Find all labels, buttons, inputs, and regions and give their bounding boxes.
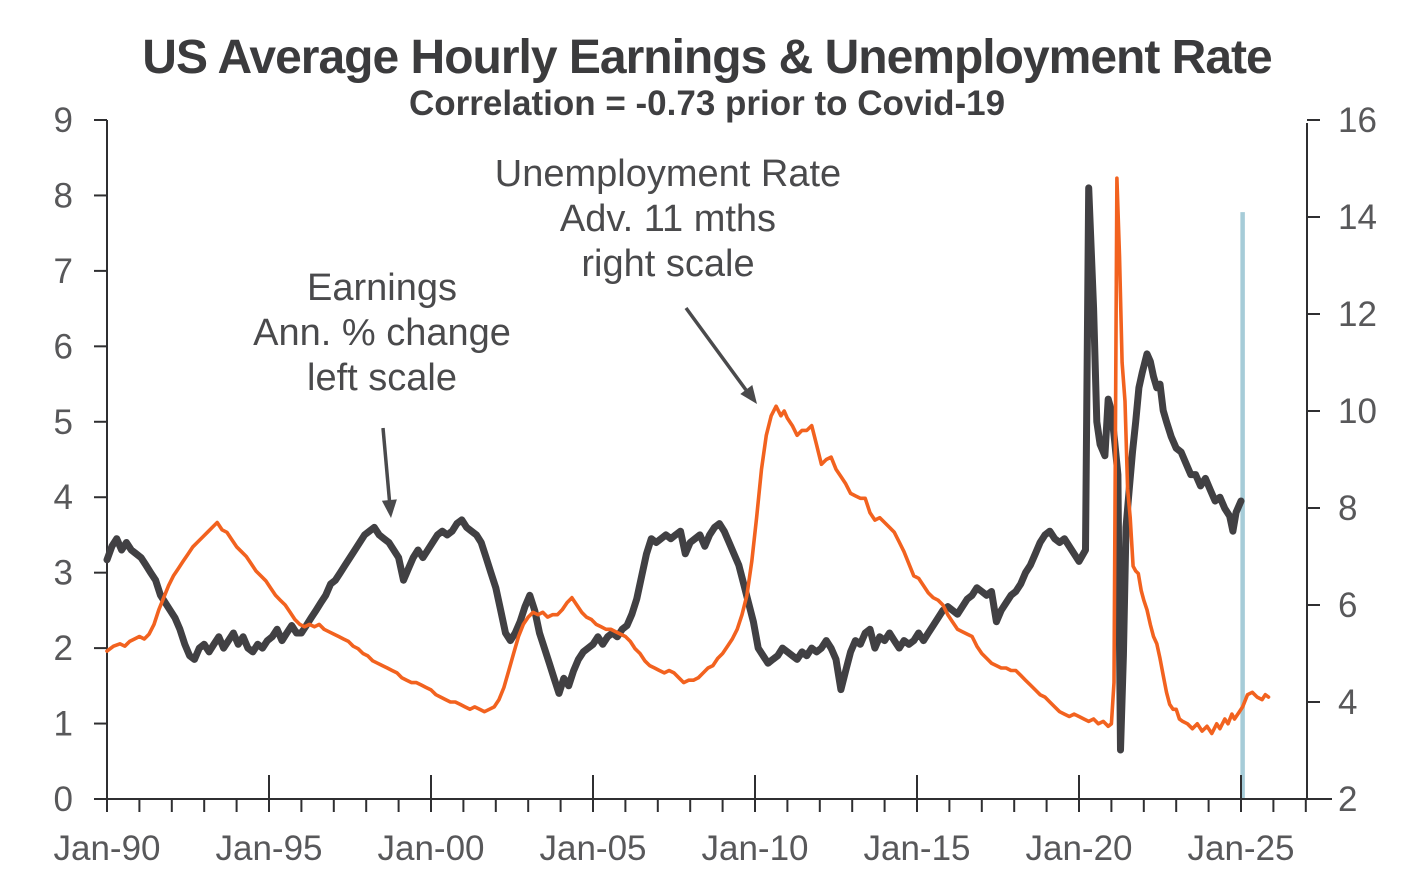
right-axis-tick-label: 2 xyxy=(1338,780,1357,819)
right-axis-tick-label: 4 xyxy=(1338,683,1357,722)
annotation-unemployment-line1: Unemployment Rate xyxy=(494,153,842,195)
chart-subtitle: Correlation = -0.73 prior to Covid-19 xyxy=(408,84,1006,123)
x-axis-tick-label: Jan-20 xyxy=(1025,829,1132,868)
annotation-earnings-line3: left scale xyxy=(307,357,457,399)
left-axis-tick-label: 2 xyxy=(54,629,73,668)
x-axis-tick-label: Jan-10 xyxy=(701,829,808,868)
x-axis-tick-label: Jan-15 xyxy=(863,829,970,868)
earnings-annotation-arrow xyxy=(381,427,392,502)
annotation-earnings: Earnings Ann. % change left scale xyxy=(253,266,511,401)
right-axis-tick-label: 16 xyxy=(1338,101,1377,140)
x-axis-tick-label: Jan-95 xyxy=(215,829,322,868)
right-axis-tick-label: 6 xyxy=(1338,586,1357,625)
x-axis-tick-label: Jan-05 xyxy=(539,829,646,868)
left-axis-tick-label: 0 xyxy=(54,780,73,819)
left-axis-tick-label: 4 xyxy=(54,478,73,517)
unemployment-line xyxy=(105,176,1271,736)
right-axis-tick-label: 12 xyxy=(1338,295,1377,334)
annotation-unemployment-line2: Adv. 11 mths xyxy=(559,198,777,240)
left-axis-tick-label: 7 xyxy=(54,252,73,291)
x-axis-tick-label: Jan-00 xyxy=(377,829,484,868)
earnings-annotation-arrow-head xyxy=(381,499,397,518)
left-axis-tick-label: 3 xyxy=(54,554,73,593)
left-axis-tick-label: 9 xyxy=(54,101,73,140)
chart-title: US Average Hourly Earnings & Unemploymen… xyxy=(142,31,1272,84)
annotation-unemployment-rate: Unemployment Rate Adv. 11 mths right sca… xyxy=(495,152,841,287)
right-axis-tick-label: 10 xyxy=(1338,392,1377,431)
unemployment-annotation-arrow-head xyxy=(740,385,757,404)
annotation-earnings-line2: Ann. % change xyxy=(253,312,511,354)
left-axis-tick-label: 5 xyxy=(54,403,73,442)
unemployment-annotation-arrow xyxy=(684,306,748,392)
right-axis-tick-label: 8 xyxy=(1338,489,1357,528)
x-axis-tick-label: Jan-90 xyxy=(53,829,160,868)
earnings-line xyxy=(103,184,1245,754)
left-axis-tick-label: 6 xyxy=(54,327,73,366)
right-axis-tick-label: 14 xyxy=(1338,198,1377,237)
annotation-earnings-line1: Earnings xyxy=(307,267,457,309)
left-axis-tick-label: 1 xyxy=(54,705,73,744)
x-axis-tick-label: Jan-25 xyxy=(1187,829,1294,868)
left-axis-tick-label: 8 xyxy=(54,176,73,215)
annotation-unemployment-line3: right scale xyxy=(581,243,755,285)
